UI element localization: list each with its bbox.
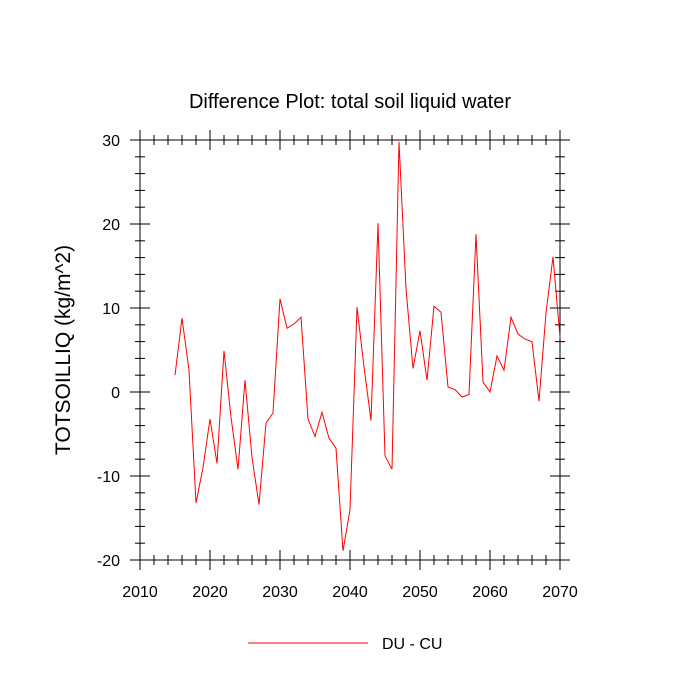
y-tick-label: 30 [102, 133, 120, 150]
y-tick-label: -10 [97, 469, 120, 486]
tick-labels: 2010 2020 2030 2040 2050 2060 2070-20-10010203… [97, 133, 578, 601]
x-tick-label: 2060 [472, 584, 508, 601]
y-tick-label: 20 [102, 217, 120, 234]
legend: DU - CU [248, 636, 442, 653]
x-tick-label: 2070 [542, 584, 578, 601]
y-tick-label: -20 [97, 553, 120, 570]
axes-ticks [130, 130, 570, 570]
y-tick-label: 0 [111, 385, 120, 402]
x-tick-label: 2010 [122, 584, 158, 601]
y-tick-label: 10 [102, 301, 120, 318]
series-group [174, 141, 561, 551]
x-tick-label: 2030 [262, 584, 298, 601]
series-line-du-cu [174, 141, 561, 551]
y-axis-label: TOTSOILLIQ (kg/m^2) [52, 245, 75, 455]
chart-title: Difference Plot: total soil liquid water [189, 91, 511, 113]
legend-label-du-cu: DU - CU [382, 636, 442, 653]
x-tick-label: 2040 [332, 584, 368, 601]
x-tick-label: 2050 [402, 584, 438, 601]
x-tick-label: 2020 [192, 584, 228, 601]
